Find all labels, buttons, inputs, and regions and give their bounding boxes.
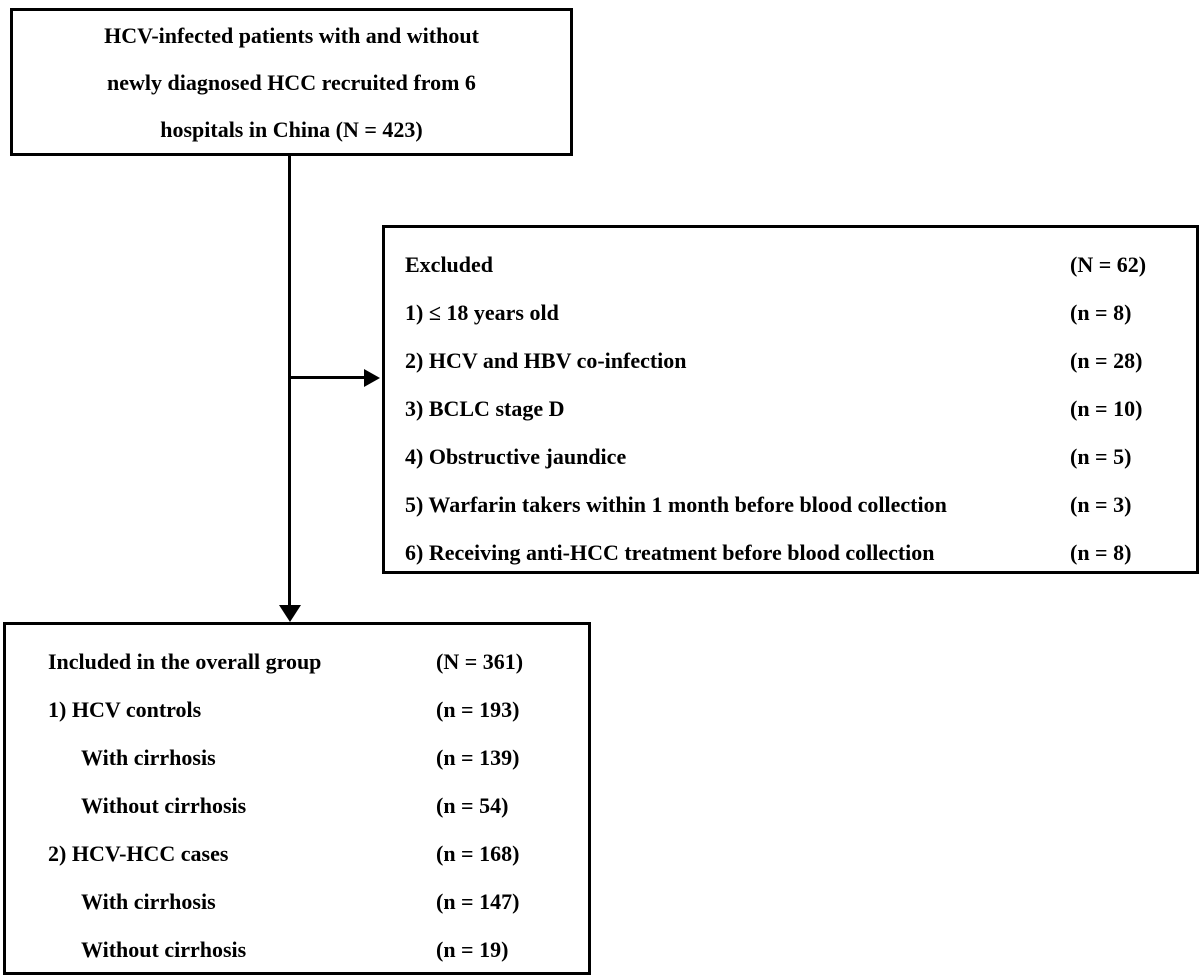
included-row-label: Included in the overall group	[48, 649, 322, 674]
included-row-count: (n = 19)	[436, 937, 509, 962]
excluded-row: 6) Receiving anti-HCC treatment before b…	[405, 529, 1182, 577]
included-row: Without cirrhosis (n = 54)	[48, 782, 582, 830]
included-row: 2) HCV-HCC cases (n = 168)	[48, 830, 582, 878]
included-row-label: With cirrhosis	[81, 889, 216, 914]
excluded-row: 4) Obstructive jaundice (n = 5)	[405, 433, 1182, 481]
arrow-down-icon	[279, 605, 301, 622]
included-row-count: (n = 54)	[436, 793, 509, 818]
recruited-line-1: HCV-infected patients with and without	[104, 22, 479, 48]
excluded-row-label: 3) BCLC stage D	[405, 396, 565, 421]
excluded-row: 5) Warfarin takers within 1 month before…	[405, 481, 1182, 529]
included-row: With cirrhosis (n = 147)	[48, 878, 582, 926]
included-row-count: (n = 193)	[436, 697, 520, 722]
included-row-count: (N = 361)	[436, 649, 524, 674]
excluded-row: Excluded (N = 62)	[405, 241, 1182, 289]
included-row-label: Without cirrhosis	[81, 793, 247, 818]
included-row: 1) HCV controls (n = 193)	[48, 686, 582, 734]
recruited-line-2: newly diagnosed HCC recruited from 6	[107, 69, 476, 95]
included-row: Included in the overall group (N = 361)	[48, 638, 582, 686]
excluded-row-count: (n = 8)	[1070, 540, 1132, 565]
included-row-count: (n = 139)	[436, 745, 520, 770]
included-row: With cirrhosis (n = 139)	[48, 734, 582, 782]
included-row-label: Without cirrhosis	[81, 937, 247, 962]
excluded-row-label: 6) Receiving anti-HCC treatment before b…	[405, 540, 935, 565]
recruited-line-3: hospitals in China (N = 423)	[160, 116, 423, 142]
horizontal-connector-line	[291, 376, 365, 379]
excluded-row-count: (n = 28)	[1070, 348, 1143, 373]
excluded-row-label: Excluded	[405, 252, 494, 277]
included-row-label: 1) HCV controls	[48, 697, 202, 722]
excluded-row-label: 4) Obstructive jaundice	[405, 444, 627, 469]
excluded-row-label: 1) ≤ 18 years old	[405, 300, 559, 325]
excluded-row-label: 5) Warfarin takers within 1 month before…	[405, 492, 947, 517]
included-row: Without cirrhosis (n = 19)	[48, 926, 582, 974]
included-row-label: 2) HCV-HCC cases	[48, 841, 229, 866]
excluded-row-count: (N = 62)	[1070, 252, 1147, 277]
included-row-count: (n = 147)	[436, 889, 520, 914]
excluded-row-count: (n = 3)	[1070, 492, 1132, 517]
included-box: Included in the overall group (N = 361) …	[3, 622, 591, 975]
excluded-box: Excluded (N = 62) 1) ≤ 18 years old (n =…	[382, 225, 1199, 574]
excluded-row: 1) ≤ 18 years old (n = 8)	[405, 289, 1182, 337]
included-row-label: With cirrhosis	[81, 745, 216, 770]
excluded-row-count: (n = 8)	[1070, 300, 1132, 325]
excluded-row: 2) HCV and HBV co-infection (n = 28)	[405, 337, 1182, 385]
excluded-row-count: (n = 10)	[1070, 396, 1143, 421]
recruited-patients-box: HCV-infected patients with and without n…	[10, 8, 573, 156]
excluded-row-count: (n = 5)	[1070, 444, 1132, 469]
excluded-row-label: 2) HCV and HBV co-infection	[405, 348, 687, 373]
vertical-connector-line	[288, 155, 291, 607]
included-row-count: (n = 168)	[436, 841, 520, 866]
arrow-right-icon	[364, 368, 380, 387]
excluded-row: 3) BCLC stage D (n = 10)	[405, 385, 1182, 433]
